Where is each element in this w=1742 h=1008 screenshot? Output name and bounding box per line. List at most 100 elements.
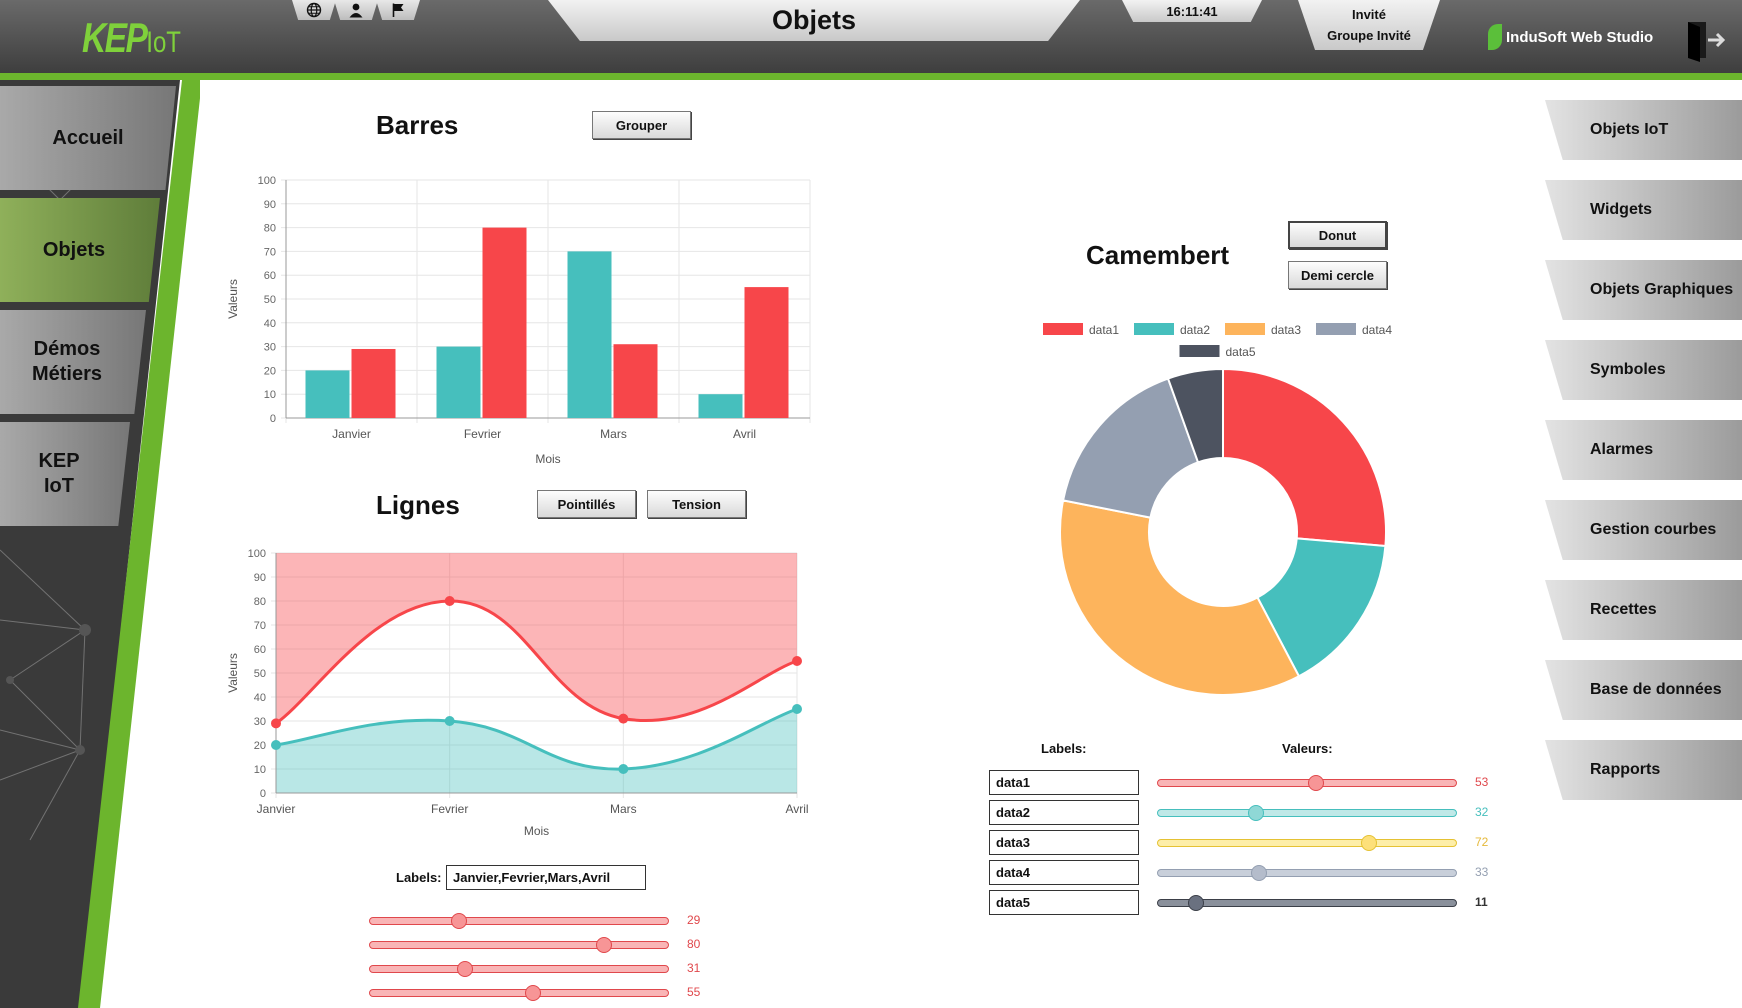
line-x-axis-title: Mois [524, 824, 549, 838]
pie-legend-label-data4: data4 [1362, 323, 1392, 337]
pie-slider-thumb[interactable] [1361, 835, 1378, 851]
donut-button[interactable]: Donut [1288, 221, 1387, 249]
pie-slider-3[interactable] [1157, 835, 1457, 851]
menu-alarmes[interactable]: Alarmes [1545, 420, 1742, 480]
menu-base-de-donnees-label: Base de données [1590, 681, 1722, 698]
pie-label-input-data1[interactable]: data1 [989, 770, 1139, 795]
menu-rapports[interactable]: Rapports [1545, 740, 1742, 800]
pie-label-input-data3[interactable]: data3 [989, 830, 1139, 855]
line-slider-track [369, 917, 669, 925]
line-slider-value: 80 [687, 937, 701, 951]
pie-legend-swatch-data2 [1134, 323, 1174, 335]
line-slider-value: 31 [687, 961, 701, 975]
lines-labels-input[interactable]: Janvier,Fevrier,Mars,Avril [446, 865, 646, 890]
menu-widgets[interactable]: Widgets [1545, 180, 1742, 240]
menu-objets-graphiques-label: Objets Graphiques [1590, 281, 1734, 298]
menu-objets-graphiques[interactable]: Objets Graphiques [1545, 260, 1742, 320]
line-slider-value: 55 [687, 985, 701, 999]
nav-objets-label: Objets [42, 238, 106, 261]
pie-legend-swatch-data5 [1179, 345, 1220, 357]
pie-slider-2[interactable] [1157, 805, 1457, 821]
line-xtick-label: Janvier [257, 802, 296, 816]
line-ytick-label: 0 [260, 788, 266, 800]
line-slider-thumb[interactable] [596, 937, 613, 953]
pie-title: Camembert [1086, 240, 1230, 270]
bar-2-fevrier [482, 227, 527, 418]
left-panel-background [0, 80, 200, 1008]
line-slider-thumb[interactable] [457, 961, 474, 977]
pie-slider-value: 33 [1475, 865, 1489, 879]
top-header: KEPIoT Objets 16:11:41 Invité Groupe Inv… [0, 0, 1742, 80]
line-point-1 [618, 713, 629, 724]
pie-slider-track [1157, 809, 1457, 817]
line-ytick-label: 60 [254, 644, 266, 656]
pie-legend-swatch-data4 [1316, 323, 1356, 335]
pie-slider-thumb[interactable] [1307, 775, 1324, 791]
bar-1-janvier [305, 370, 350, 418]
pie-label-input-data4[interactable]: data4 [989, 860, 1139, 885]
grouper-button[interactable]: Grouper [592, 111, 691, 139]
pointilles-button[interactable]: Pointillés [537, 490, 636, 518]
line-xtick-label: Avril [785, 802, 808, 816]
line-slider-thumb[interactable] [525, 985, 542, 1001]
pie-slider-4[interactable] [1157, 865, 1457, 881]
logo-sub-text: IoT [146, 26, 181, 59]
line-xtick-label: Fevrier [431, 802, 468, 816]
menu-base-de-donnees[interactable]: Base de données [1545, 660, 1742, 720]
globe-icon[interactable] [292, 0, 336, 20]
line-chart: 0 10 20 30 40 50 60 70 80 90 100 Janvier Fevrier Mars… [226, 548, 809, 838]
flag-icon[interactable] [376, 0, 420, 20]
menu-gestion-courbes[interactable]: Gestion courbes [1545, 500, 1742, 560]
menu-objets-iot[interactable]: Objets IoT [1545, 100, 1742, 160]
pie-legend-swatch-data1 [1043, 323, 1083, 335]
line-slider-3[interactable] [369, 961, 669, 977]
line-ytick-label: 80 [254, 596, 266, 608]
pie-slider-thumb[interactable] [1188, 895, 1205, 911]
nav-demos-metiers[interactable]: Démos Métiers [0, 310, 146, 414]
bar-y-axis-title: Valeurs [226, 279, 240, 319]
pie-slider-1[interactable] [1157, 775, 1457, 791]
bar-ytick-label: 20 [264, 365, 276, 377]
line-ytick-label: 100 [248, 548, 266, 560]
pie-slice-data5 [1166, 367, 1224, 464]
line-slider-track [369, 941, 669, 949]
line-point-2 [792, 704, 802, 714]
line-slider-4[interactable] [369, 985, 669, 1001]
line-slider-value: 29 [687, 913, 701, 927]
bar-xtick-label: Avril [733, 427, 756, 441]
pie-slider-thumb[interactable] [1250, 865, 1267, 881]
bar-1-fevrier [436, 346, 481, 418]
bar-1-avril [698, 394, 743, 418]
pie-slice-data1 [1222, 367, 1387, 548]
nav-accueil[interactable]: Accueil [0, 86, 176, 190]
line-xtick-label: Mars [610, 802, 637, 816]
tension-button[interactable]: Tension [647, 490, 746, 518]
nav-objets[interactable]: Objets [0, 198, 160, 302]
pie-slice-data4 [1061, 377, 1200, 519]
line-point-2 [618, 764, 629, 774]
menu-recettes[interactable]: Recettes [1545, 580, 1742, 640]
line-slider-2[interactable] [369, 937, 669, 953]
user-icon[interactable] [334, 0, 378, 20]
pie-slider-track [1157, 899, 1457, 907]
nav-accueil-label: Accueil [52, 126, 124, 149]
pie-label-input-data5[interactable]: data5 [989, 890, 1139, 915]
logout-icon[interactable] [1684, 18, 1726, 62]
pie-slider-value: 72 [1475, 835, 1489, 849]
line-slider-thumb[interactable] [451, 913, 468, 929]
pie-slider-value: 53 [1475, 775, 1489, 789]
line-point-1 [444, 596, 455, 606]
demi-cercle-button[interactable]: Demi cercle [1288, 261, 1387, 289]
menu-symboles[interactable]: Symboles [1545, 340, 1742, 400]
pie-label-input-data2[interactable]: data2 [989, 800, 1139, 825]
user-badge[interactable]: Invité Groupe Invité [1298, 0, 1440, 50]
pie-slider-thumb[interactable] [1247, 805, 1264, 821]
lines-labels-caption: Labels: [396, 870, 442, 885]
bar-2-janvier [351, 348, 396, 418]
line-slider-1[interactable] [369, 913, 669, 929]
line-point-1 [792, 656, 802, 666]
line-ytick-label: 20 [254, 740, 266, 752]
nav-kep-iot[interactable]: KEP IoT [0, 422, 130, 526]
pie-slider-5[interactable] [1157, 895, 1457, 911]
bar-xtick-label: Janvier [332, 427, 371, 441]
